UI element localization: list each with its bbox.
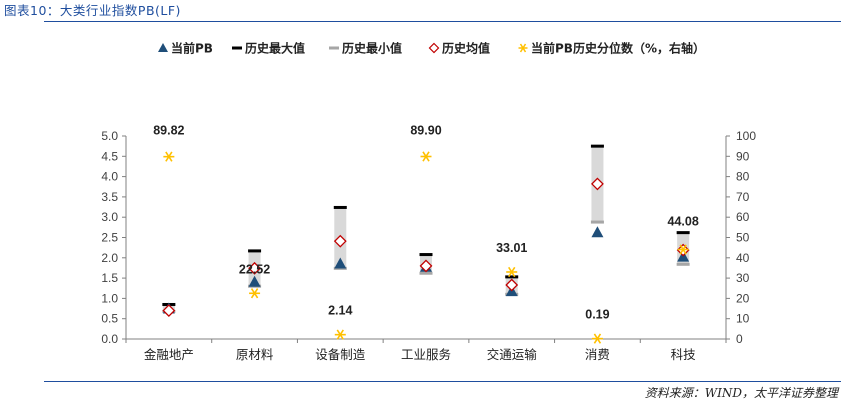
legend-diamond-marker bbox=[428, 42, 440, 54]
percentile-marker bbox=[506, 266, 518, 278]
x-category-label: 消费 bbox=[585, 347, 610, 362]
right-tick-label: 100 bbox=[736, 129, 756, 143]
x-category-label: 科技 bbox=[671, 347, 697, 362]
current-pb-marker bbox=[591, 226, 604, 238]
star-stroke bbox=[165, 151, 173, 162]
legend-label: 历史最大值 bbox=[245, 41, 305, 56]
right-tick-label: 20 bbox=[736, 291, 750, 305]
star-stroke bbox=[250, 288, 259, 299]
hist-avg-marker bbox=[419, 259, 433, 273]
percentile-marker bbox=[163, 151, 175, 162]
star-stroke bbox=[422, 151, 430, 162]
x-category-label: 金融地产 bbox=[144, 347, 194, 362]
x-category-label: 设备制造 bbox=[315, 347, 366, 362]
legend: 当前PB 历史最大值 历史最小值 历史均值 当前PB历史分位数（%，右轴） bbox=[158, 41, 705, 56]
hist-max-marker bbox=[505, 275, 519, 279]
current-pb-marker bbox=[248, 275, 261, 287]
plot-area: 89.82 22.52 2.14 89.90 33.01 0.19 44.08 bbox=[153, 124, 699, 344]
right-tick-label: 60 bbox=[736, 210, 750, 224]
left-tick-label: 1.0 bbox=[101, 291, 118, 305]
percentile-data-label: 44.08 bbox=[668, 215, 699, 229]
legend-label: 当前PB bbox=[171, 41, 213, 56]
hist-max-marker bbox=[333, 205, 347, 209]
percentile-marker bbox=[249, 288, 261, 299]
top-divider bbox=[44, 21, 841, 22]
legend-min-marker bbox=[329, 46, 339, 50]
legend-label: 当前PB历史分位数（%，右轴） bbox=[531, 41, 705, 56]
left-tick-label: 2.5 bbox=[101, 231, 118, 245]
current-pb-marker bbox=[334, 257, 347, 269]
percentile-marker bbox=[334, 329, 346, 340]
right-tick-label: 70 bbox=[736, 190, 750, 204]
percentile-data-label: 2.14 bbox=[328, 304, 352, 318]
hist-max-marker bbox=[676, 231, 690, 235]
hist-avg-marker bbox=[505, 278, 519, 292]
legend-label: 历史最小值 bbox=[342, 41, 402, 56]
chart: 当前PB 历史最大值 历史最小值 历史均值 当前PB历史分位数（%，右轴） 0.0 0.5… bbox=[101, 41, 756, 363]
hist-avg-marker bbox=[333, 234, 347, 248]
left-axis: 0.0 0.5 1.0 1.5 2.0 2.5 3.0 3.5 4.0 4.5 5.0 bbox=[101, 129, 127, 346]
legend-item: 历史最小值 bbox=[329, 41, 402, 56]
left-tick-label: 2.0 bbox=[101, 251, 118, 265]
x-category-label: 交通运输 bbox=[487, 347, 538, 362]
legend-item: 历史最大值 bbox=[232, 41, 305, 56]
percentile-data-label: 22.52 bbox=[239, 262, 270, 276]
percentile-data-label: 0.19 bbox=[585, 308, 609, 322]
legend-item: 当前PB历史分位数（%，右轴） bbox=[518, 41, 705, 56]
hist-max-marker bbox=[419, 253, 433, 257]
star-stroke bbox=[508, 266, 516, 278]
star-stroke bbox=[679, 244, 687, 255]
x-axis: 金融地产 原材料 设备制造 工业服务 交通运输 消费 科技 bbox=[125, 338, 727, 362]
right-tick-label: 50 bbox=[736, 231, 750, 245]
legend-item: 历史均值 bbox=[428, 41, 490, 56]
percentile-data-label: 89.82 bbox=[153, 124, 184, 138]
left-tick-label: 5.0 bbox=[101, 129, 118, 143]
right-tick-label: 90 bbox=[736, 149, 750, 163]
hist-avg-marker bbox=[248, 261, 261, 275]
hist-avg-marker bbox=[591, 177, 604, 191]
hist-avg-marker bbox=[162, 304, 176, 317]
percentile-marker bbox=[591, 333, 603, 344]
left-tick-label: 0.0 bbox=[101, 332, 118, 346]
source-note: 资料来源：WIND，太平洋证券整理 bbox=[644, 386, 838, 400]
legend-item: 当前PB bbox=[158, 41, 213, 56]
hist-min-marker bbox=[590, 220, 604, 224]
hist-max-marker bbox=[590, 144, 604, 148]
right-axis: 0 10 20 30 40 50 60 70 80 90 100 bbox=[725, 129, 756, 346]
hist-max-marker bbox=[248, 249, 262, 253]
right-tick-label: 30 bbox=[736, 271, 750, 285]
x-category-label: 原材料 bbox=[236, 347, 274, 362]
legend-triangle-marker bbox=[158, 43, 168, 52]
left-tick-label: 4.0 bbox=[101, 170, 118, 184]
hist-min-marker bbox=[419, 271, 433, 275]
percentile-data-label: 89.90 bbox=[410, 124, 441, 138]
legend-star-stroke bbox=[519, 43, 527, 53]
hist-min-marker bbox=[676, 262, 690, 266]
star-stroke bbox=[593, 333, 602, 344]
legend-max-marker bbox=[232, 46, 242, 50]
left-tick-label: 3.0 bbox=[101, 210, 118, 224]
bottom-divider bbox=[44, 381, 841, 382]
right-tick-label: 40 bbox=[736, 251, 750, 265]
left-tick-label: 4.5 bbox=[101, 149, 118, 163]
right-tick-label: 0 bbox=[736, 332, 743, 346]
star-stroke bbox=[336, 329, 344, 340]
right-tick-label: 10 bbox=[736, 312, 750, 326]
percentile-marker bbox=[677, 244, 689, 255]
x-category-label: 工业服务 bbox=[401, 347, 451, 362]
percentile-data-label: 33.01 bbox=[496, 241, 527, 255]
left-tick-label: 0.5 bbox=[101, 312, 118, 326]
legend-label: 历史均值 bbox=[442, 41, 490, 56]
right-tick-label: 80 bbox=[736, 170, 750, 184]
left-tick-label: 1.5 bbox=[101, 271, 118, 285]
percentile-marker bbox=[420, 151, 432, 162]
left-tick-label: 3.5 bbox=[101, 190, 118, 204]
figure-title: 图表10：大类行业指数PB(LF) bbox=[4, 3, 181, 18]
